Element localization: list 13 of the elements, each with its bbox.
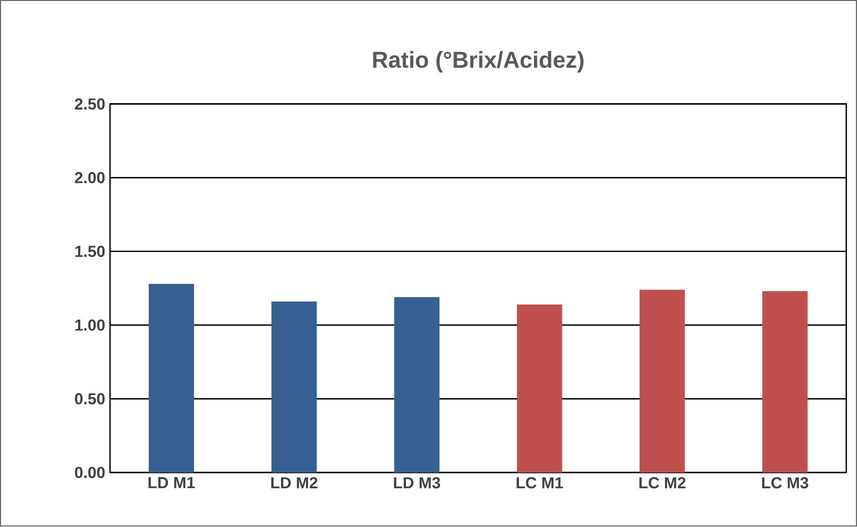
x-tick-label: LC M3 bbox=[762, 477, 808, 489]
y-tick-label: 0.00 bbox=[74, 467, 105, 478]
x-tick-label: LD M2 bbox=[271, 477, 318, 488]
x-tick-label: LC M2 bbox=[639, 477, 686, 489]
y-tick-label: 2.50 bbox=[74, 98, 105, 110]
chart-title: Ratio (°Brix/Acidez) bbox=[373, 51, 584, 73]
y-tick-label: 1.00 bbox=[75, 320, 105, 331]
y-tick-label: 0.50 bbox=[74, 393, 105, 405]
x-tick-label: LD M1 bbox=[148, 477, 195, 488]
x-tick-label: LC M1 bbox=[516, 477, 563, 489]
x-tick-label: LD M3 bbox=[394, 477, 440, 489]
y-tick-label: 2.00 bbox=[74, 172, 105, 184]
y-tick-label: 1.50 bbox=[75, 246, 105, 258]
